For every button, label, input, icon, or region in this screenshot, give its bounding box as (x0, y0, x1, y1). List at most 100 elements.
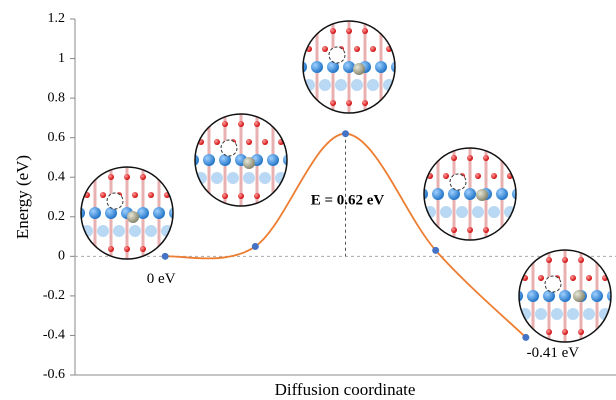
y-tick-label: 0.4 (48, 169, 66, 184)
atom (591, 290, 603, 302)
atom (399, 79, 411, 91)
atom (567, 308, 579, 320)
atom (177, 225, 189, 237)
atom (319, 79, 331, 91)
atom (367, 79, 379, 91)
structure-inset (295, 17, 411, 117)
atom (451, 155, 457, 161)
atom (298, 100, 304, 106)
atom (132, 192, 138, 198)
atom (89, 207, 101, 219)
atom (467, 155, 473, 161)
point (432, 247, 439, 254)
atom (354, 46, 360, 52)
chart: Energy (eV) Diffusion coordinate -0.6-0.… (0, 0, 616, 400)
y-tick-label: 0.8 (48, 90, 66, 105)
vacancy (329, 47, 345, 63)
annotation: E = 0.62 eV (311, 192, 385, 208)
atom (145, 225, 157, 237)
atom (610, 329, 616, 335)
atom (472, 206, 484, 218)
atom (523, 173, 529, 179)
point (522, 334, 529, 341)
atom (246, 139, 252, 145)
diffusing-atom (127, 211, 139, 223)
atom (491, 173, 497, 179)
atom (124, 174, 130, 180)
atom (562, 329, 568, 335)
atom (267, 154, 279, 166)
atom (443, 173, 449, 179)
structure-inset (416, 144, 532, 244)
atom (416, 188, 428, 200)
atom (76, 174, 82, 180)
atom (330, 28, 336, 34)
atom (496, 188, 508, 200)
atom (456, 206, 468, 218)
atom (97, 225, 109, 237)
atom (190, 193, 196, 199)
atom (351, 79, 363, 91)
atom (153, 207, 165, 219)
atom (148, 192, 154, 198)
atom (375, 61, 387, 73)
atom (203, 154, 215, 166)
atom (286, 121, 292, 127)
atom (419, 155, 425, 161)
annotation: 0 eV (147, 271, 176, 287)
atom (76, 246, 82, 252)
atom (538, 275, 544, 281)
structure-inset (73, 163, 189, 263)
y-tick-label: 0.2 (48, 209, 66, 224)
y-tick-label: 0.6 (48, 130, 66, 145)
atom (108, 174, 114, 180)
atom (362, 28, 368, 34)
vacancy (221, 140, 237, 156)
diffusing-atom (476, 189, 488, 201)
atom (172, 174, 178, 180)
atom (432, 188, 444, 200)
diffusing-atom (573, 290, 585, 302)
atom (512, 188, 524, 200)
atom (238, 193, 244, 199)
atom (483, 155, 489, 161)
atom (262, 139, 268, 145)
atom (335, 79, 347, 91)
atom (370, 46, 376, 52)
atom (227, 172, 239, 184)
y-tick-label: 1.2 (48, 11, 66, 26)
y-tick-label: -0.4 (43, 328, 65, 343)
atom (330, 100, 336, 106)
atom (586, 275, 592, 281)
atom (190, 121, 196, 127)
atom (551, 308, 563, 320)
atom (514, 257, 520, 263)
atom (283, 154, 295, 166)
atom (346, 28, 352, 34)
atom (129, 225, 141, 237)
atom (343, 61, 355, 73)
atom (100, 192, 106, 198)
atom (546, 329, 552, 335)
atom (520, 206, 532, 218)
y-tick-label: 0 (58, 249, 65, 264)
structure-inset (511, 246, 616, 346)
atom (451, 227, 457, 233)
atom (570, 275, 576, 281)
atom (464, 188, 476, 200)
atom (298, 28, 304, 34)
atom (535, 308, 547, 320)
atom (391, 61, 403, 73)
atom (440, 206, 452, 218)
atom (583, 308, 595, 320)
atom (169, 207, 181, 219)
y-tick-label: -0.6 (43, 367, 65, 382)
vacancy (107, 193, 123, 209)
atom (578, 329, 584, 335)
atom (259, 172, 271, 184)
atom (222, 193, 228, 199)
y-tick-label: 1 (58, 51, 65, 66)
atom (254, 193, 260, 199)
annotation: -0.41 eV (527, 345, 580, 361)
atom (294, 139, 300, 145)
